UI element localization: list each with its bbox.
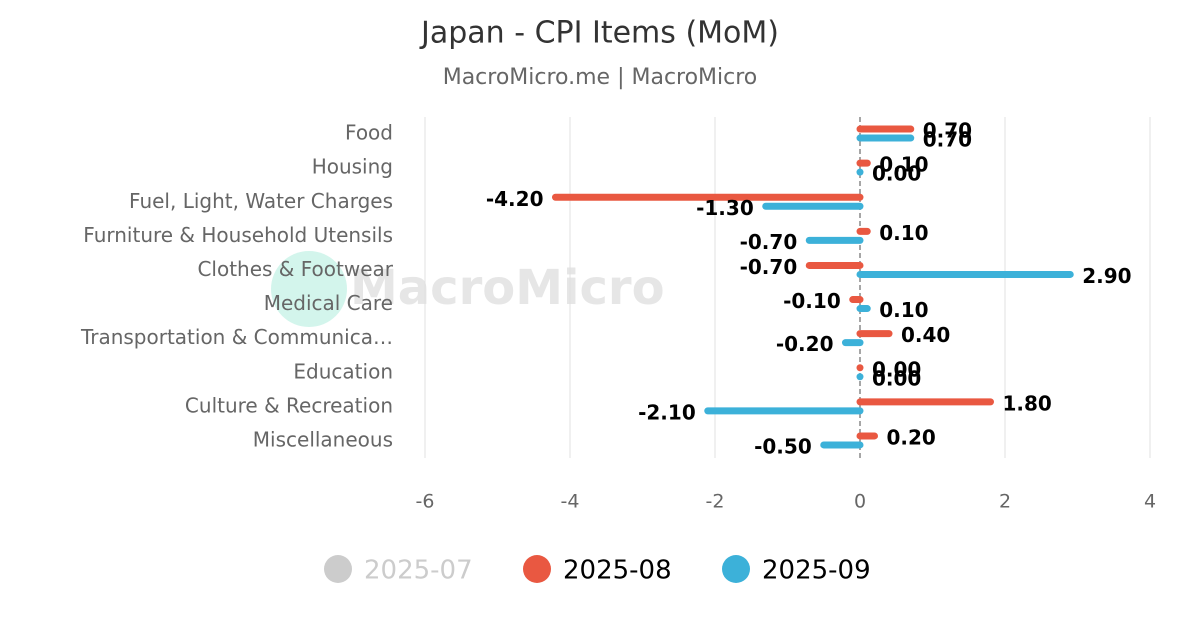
bar <box>856 364 864 372</box>
chart-title: Japan - CPI Items (MoM) <box>419 16 779 51</box>
watermark: MacroMicro <box>350 260 665 316</box>
bar <box>856 305 871 313</box>
data-label: 1.80 <box>1003 391 1052 415</box>
data-label: -0.50 <box>754 434 812 458</box>
data-label: 0.10 <box>879 221 928 245</box>
x-tick-label: -4 <box>561 491 580 513</box>
y-tick-label: Food <box>345 121 393 145</box>
x-tick-label: -6 <box>416 491 435 513</box>
bar <box>842 339 864 347</box>
bar <box>805 261 864 269</box>
x-tick-label: -2 <box>706 491 725 513</box>
bar <box>856 125 915 133</box>
bar <box>820 441 864 449</box>
data-label: -1.30 <box>696 196 754 220</box>
bar <box>856 398 994 406</box>
legend-marker <box>722 555 750 583</box>
x-tick-label: 2 <box>999 491 1011 513</box>
bar <box>856 270 1074 278</box>
bar <box>856 227 871 235</box>
bar <box>856 168 864 176</box>
chart-subtitle: MacroMicro.me | MacroMicro <box>443 65 758 90</box>
data-label: -0.20 <box>776 332 834 356</box>
data-label: 0.70 <box>923 128 972 152</box>
x-tick-label: 0 <box>854 491 866 513</box>
data-label: -0.70 <box>740 230 798 254</box>
bar <box>552 193 864 201</box>
data-label: 0.10 <box>879 153 928 177</box>
data-label: 0.10 <box>879 298 928 322</box>
data-label: 0.00 <box>872 162 921 186</box>
y-tick-label: Fuel, Light, Water Charges <box>129 189 393 213</box>
y-tick-label: Medical Care <box>264 291 393 315</box>
data-label: 2.90 <box>1082 264 1131 288</box>
data-label: 0.40 <box>901 323 950 347</box>
bar <box>856 330 893 338</box>
bar <box>856 159 871 167</box>
bar <box>856 373 864 381</box>
data-label: 0.00 <box>872 357 921 381</box>
data-label: -2.10 <box>638 400 696 424</box>
data-label: 0.20 <box>887 425 936 449</box>
legend-label: 2025-08 <box>563 556 672 586</box>
legend-label: 2025-07 <box>364 556 473 586</box>
bar <box>704 407 864 415</box>
y-tick-label: Culture & Recreation <box>185 393 393 417</box>
bar <box>856 432 878 440</box>
legend-label: 2025-09 <box>762 556 871 586</box>
legend-marker <box>324 555 352 583</box>
data-label: -0.70 <box>740 255 798 279</box>
data-label: 0.00 <box>872 366 921 390</box>
legend-marker <box>523 555 551 583</box>
y-tick-label: Furniture & Household Utensils <box>83 223 393 247</box>
bar <box>805 236 864 244</box>
data-label: -4.20 <box>486 187 544 211</box>
data-label: 0.70 <box>923 119 972 143</box>
watermark-logo <box>271 251 347 327</box>
y-tick-label: Miscellaneous <box>253 427 393 451</box>
y-tick-label: Clothes & Footwear <box>197 257 393 281</box>
data-label: -0.10 <box>783 289 841 313</box>
x-tick-label: 4 <box>1144 491 1156 513</box>
y-tick-label: Education <box>293 359 393 383</box>
y-tick-label: Transportation & Communica… <box>80 325 393 349</box>
bar <box>856 134 915 142</box>
y-tick-label: Housing <box>312 155 393 179</box>
bar <box>849 296 864 304</box>
bar <box>762 202 864 210</box>
